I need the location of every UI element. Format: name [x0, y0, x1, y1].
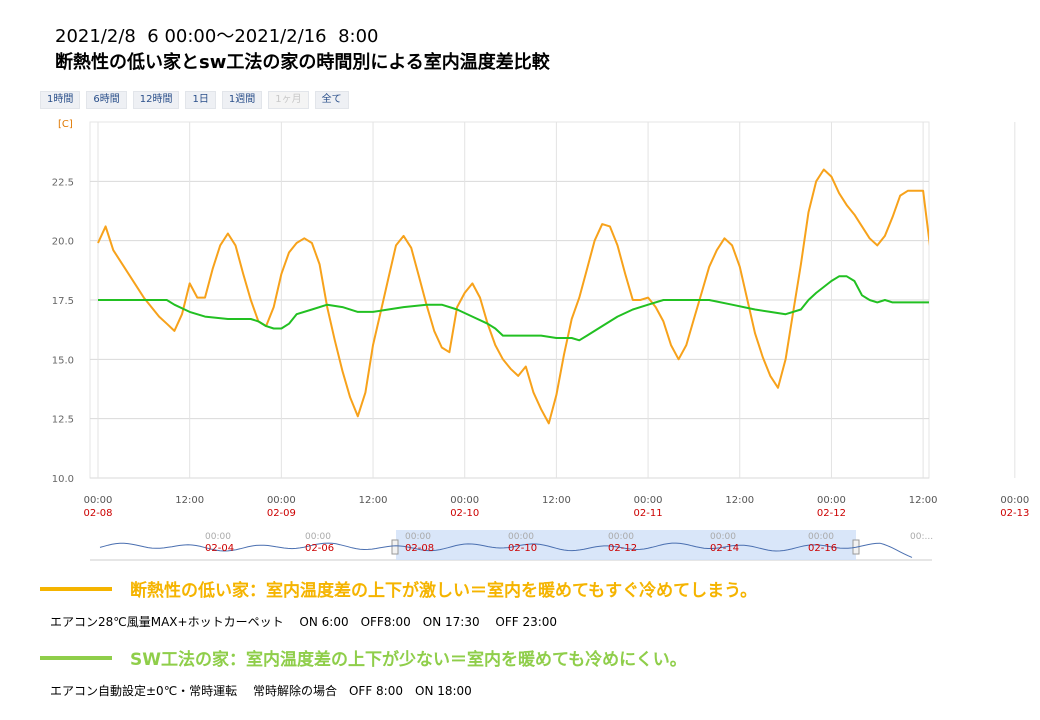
legend-label-low-insulation: 断熱性の低い家：室内温度差の上下が激しい＝室内を暖めてもすぐ冷めてしまう。: [130, 581, 758, 601]
navigator-tick-time: 00:00: [808, 532, 834, 542]
range-button-12h[interactable]: 12時間: [132, 91, 180, 109]
x-tick-time: 12:00: [725, 495, 754, 506]
y-tick-label: 22.5: [52, 177, 74, 188]
navigator-tick-date: 02-08: [405, 543, 434, 554]
navigator-series-line: [99, 542, 913, 558]
navigator-tick-time: 00:00: [608, 532, 634, 542]
navigator-tick-time: 00:00: [205, 532, 231, 542]
range-button-1d[interactable]: 1日: [185, 91, 216, 109]
temperature-chart: 10.0 12.5 15.0 17.5 20.0 22.5 [C] 00:00 12:00 00:…: [52, 119, 1029, 561]
navigator-tick-time: 00:00: [405, 532, 431, 542]
y-tick-label: 10.0: [52, 474, 74, 485]
navigator-tick-date: 02-14: [710, 543, 739, 554]
y-tick-label: 12.5: [52, 415, 74, 426]
x-tick-time: 00:00: [634, 495, 663, 506]
note-sw: エアコン自動設定±0℃・常時運転 常時解除の場合 OFF 8:00 ON 18:…: [50, 684, 472, 698]
range-button-6h[interactable]: 6時間: [86, 91, 127, 109]
legend-swatch-green: [40, 655, 112, 660]
navigator-handle-left: [391, 539, 399, 555]
x-tick-date: 02-13: [1000, 508, 1029, 519]
y-unit-label: [C]: [58, 119, 73, 130]
range-button-all[interactable]: 全て: [314, 91, 349, 109]
navigator-tick-date: 02-04: [205, 543, 234, 554]
y-tick-label: 15.0: [52, 355, 74, 366]
navigator-tick-time: 00:...: [910, 532, 933, 542]
x-tick-time: 00:00: [267, 495, 296, 506]
x-tick-date: 02-08: [83, 508, 112, 519]
navigator-tick-date: 02-10: [508, 543, 537, 554]
y-tick-label: 20.0: [52, 237, 74, 248]
navigator-tick-date: 02-12: [608, 543, 637, 554]
y-tick-label: 17.5: [52, 296, 74, 307]
range-button-1h[interactable]: 1時間: [40, 91, 81, 109]
x-tick-time: 00:00: [84, 495, 113, 506]
x-tick-time: 12:00: [542, 495, 571, 506]
legend-low-insulation: 断熱性の低い家：室内温度差の上下が激しい＝室内を暖めてもすぐ冷めてしまう。: [40, 576, 757, 601]
x-tick-time: 12:00: [175, 495, 204, 506]
navigator-tick-date: 02-16: [808, 543, 837, 554]
legend-sw: SW工法の家：室内温度差の上下が少ない＝室内を暖めても冷めにくい。: [40, 645, 687, 670]
navigator-tick-time: 00:00: [305, 532, 331, 542]
x-tick-date: 02-09: [267, 508, 296, 519]
range-button-1w[interactable]: 1週間: [221, 91, 263, 109]
x-tick-date: 02-10: [450, 508, 479, 519]
x-tick-time: 12:00: [359, 495, 388, 506]
range-button-1m: 1ヶ月: [268, 91, 309, 109]
x-tick-date: 02-12: [817, 508, 846, 519]
navigator-tick-date: 02-06: [305, 543, 334, 554]
chart-title-date-range: 2021/2/8 6 00:00～2021/2/16 8:00: [55, 26, 379, 47]
series-line-orange: [97, 168, 929, 425]
range-selector: 1時間 6時間 12時間 1日 1週間 1ヶ月 全て: [40, 91, 349, 109]
legend-swatch-orange: [40, 586, 112, 591]
chart-title: 断熱性の低い家とsw工法の家の時間別による室内温度差比較: [55, 52, 550, 73]
x-tick-time: 00:00: [1000, 495, 1029, 506]
series-line-green: [98, 275, 929, 342]
x-tick-time: 12:00: [909, 495, 938, 506]
x-tick-time: 00:00: [450, 495, 479, 506]
navigator-tick-time: 00:00: [710, 532, 736, 542]
x-tick-date: 02-11: [634, 508, 663, 519]
navigator-selection: [396, 530, 856, 560]
navigator-tick-time: 00:00: [508, 532, 534, 542]
legend-label-sw: SW工法の家：室内温度差の上下が少ない＝室内を暖めても冷めにくい。: [130, 650, 687, 670]
note-low-insulation: エアコン28℃風量MAX+ホットカーペット ON 6:00 OFF8:00 ON…: [50, 615, 558, 629]
x-tick-time: 00:00: [817, 495, 846, 506]
